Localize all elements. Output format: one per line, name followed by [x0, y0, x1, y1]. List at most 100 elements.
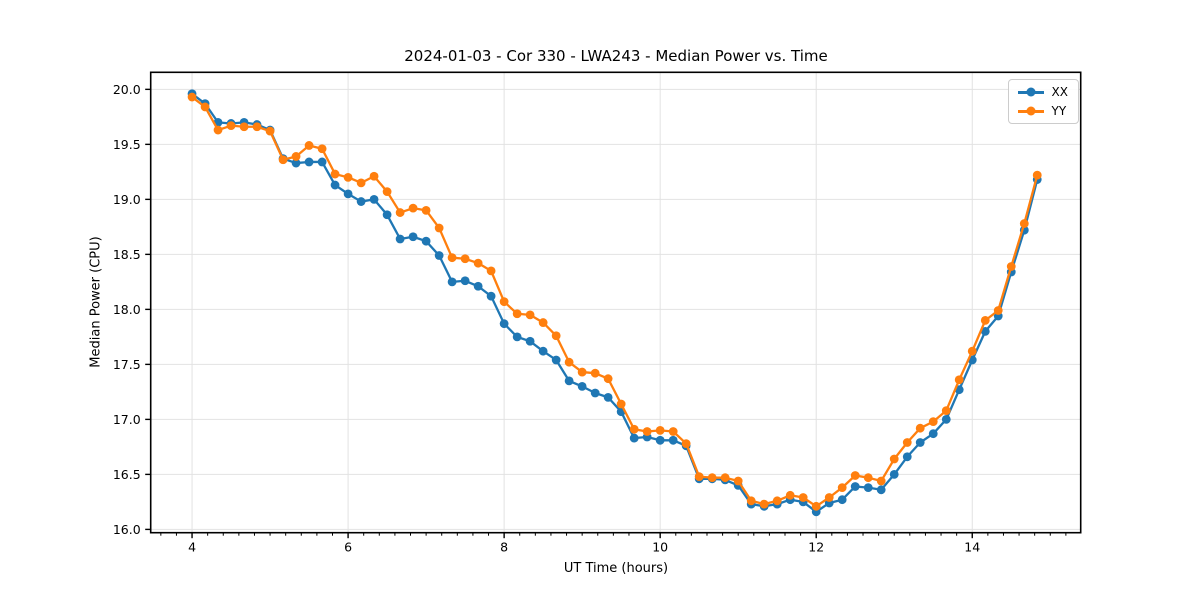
data-point-yy [291, 152, 301, 161]
data-point-yy [928, 417, 938, 426]
legend-label-yy: YY [1051, 104, 1067, 118]
data-point-yy [278, 155, 288, 165]
data-point-yy [980, 315, 990, 325]
data-point-yy [993, 306, 1003, 315]
data-point-xx [863, 483, 873, 492]
data-point-yy [746, 496, 756, 506]
data-point-yy [330, 169, 340, 179]
data-point-yy [395, 208, 405, 217]
data-point-yy [343, 172, 353, 182]
legend: XX YY [1007, 79, 1079, 124]
legend-label-xx: XX [1051, 85, 1068, 99]
data-point-xx [512, 332, 522, 342]
data-point-yy [434, 223, 444, 233]
data-point-yy [447, 253, 457, 263]
data-point-xx [655, 435, 665, 445]
data-point-yy [304, 141, 314, 150]
data-point-yy [577, 367, 587, 377]
data-point-yy [1019, 219, 1029, 228]
data-point-yy [707, 473, 717, 483]
y-tick-label: 19.5 [113, 137, 141, 152]
data-point-xx [889, 469, 899, 479]
legend-marker-yy-icon [1026, 106, 1036, 116]
data-point-xx [551, 355, 561, 365]
plot-frame [149, 71, 1082, 534]
data-point-yy [1006, 262, 1016, 271]
data-point-yy [252, 122, 262, 132]
y-tick-label: 17.0 [113, 412, 141, 427]
data-point-yy [668, 427, 678, 436]
data-point-xx [382, 210, 392, 220]
data-point-xx [629, 433, 639, 443]
chart-title: 2024-01-03 - Cor 330 - LWA243 - Median P… [404, 47, 828, 65]
x-tick-label: 14 [964, 540, 980, 555]
data-point-xx [577, 381, 587, 391]
data-point-xx [304, 157, 314, 167]
legend-marker-xx-icon [1026, 87, 1036, 97]
data-point-yy [265, 126, 275, 136]
data-point-yy [213, 125, 223, 135]
data-point-yy [564, 357, 574, 367]
data-point-xx [525, 336, 535, 346]
data-point-yy [317, 144, 327, 154]
x-tick-label: 4 [188, 540, 196, 555]
data-point-xx [590, 388, 600, 398]
data-point-yy [694, 472, 704, 481]
data-point-yy [421, 205, 431, 215]
data-point-xx [421, 236, 431, 246]
x-tick-label: 12 [808, 540, 824, 555]
data-point-yy [850, 471, 860, 480]
data-point-yy [785, 490, 795, 500]
data-point-xx [460, 276, 470, 286]
data-point-xx [915, 438, 925, 447]
data-point-yy [733, 476, 743, 486]
y-tick-label: 18.5 [113, 247, 141, 262]
data-point-yy [369, 171, 379, 181]
legend-swatch-xx [1017, 87, 1044, 97]
data-point-yy [538, 318, 548, 327]
data-point-yy [200, 102, 210, 112]
data-point-yy [915, 423, 925, 433]
data-point-xx [408, 232, 418, 242]
data-point-xx [603, 392, 613, 402]
data-point-xx [941, 414, 951, 424]
y-axis-label-text: Median Power (CPU) [88, 236, 104, 368]
x-tick-label: 8 [500, 540, 508, 555]
data-point-yy [772, 496, 782, 506]
y-tick-label: 20.0 [113, 82, 141, 97]
legend-swatch-yy [1017, 106, 1044, 116]
y-tick-label: 18.0 [113, 302, 141, 317]
data-point-yy [616, 399, 626, 409]
data-point-yy [824, 493, 834, 502]
data-point-yy [187, 92, 197, 102]
data-point-xx [668, 435, 678, 445]
data-point-yy [239, 122, 249, 132]
y-tick-label: 19.0 [113, 192, 141, 207]
data-point-xx [486, 291, 496, 301]
data-point-xx [317, 157, 327, 167]
data-point-yy [603, 374, 613, 384]
data-point-yy [590, 368, 600, 378]
x-tick-label: 6 [344, 540, 352, 555]
data-point-xx [902, 452, 912, 462]
data-point-xx [564, 376, 574, 386]
legend-item-xx: XX [1017, 85, 1068, 99]
data-point-yy [486, 266, 496, 276]
data-point-yy [551, 331, 561, 341]
data-point-yy [954, 375, 964, 385]
data-point-yy [473, 258, 483, 268]
data-point-yy [499, 297, 509, 307]
data-point-yy [941, 406, 951, 415]
data-point-yy [837, 483, 847, 492]
data-point-yy [460, 254, 470, 264]
y-tick-label: 16.5 [113, 467, 141, 482]
data-point-yy [889, 454, 899, 464]
data-point-xx [356, 197, 366, 206]
data-point-xx [928, 429, 938, 439]
data-point-xx [291, 158, 301, 168]
data-point-xx [330, 180, 340, 190]
data-point-yy [759, 499, 769, 509]
data-point-yy [967, 346, 977, 356]
y-tick-label: 16.0 [113, 522, 141, 537]
